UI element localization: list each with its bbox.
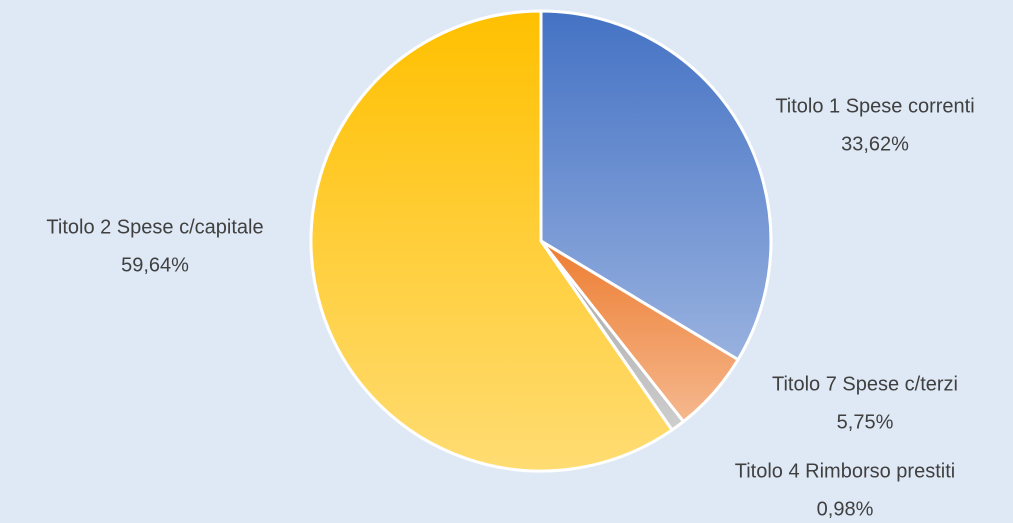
slice-label: Titolo 1 Spese correnti [775, 95, 974, 117]
slice-value-label: 5,75% [837, 411, 894, 433]
slice-label: Titolo 4 Rimborso prestiti [735, 460, 955, 482]
slice-value-label: 0,98% [817, 498, 874, 520]
pie-slice [539, 9, 773, 362]
slice-label: Titolo 2 Spese c/capitale [46, 216, 263, 238]
slice-label: Titolo 7 Spese c/terzi [772, 373, 958, 395]
slice-value-label: 33,62% [841, 133, 909, 155]
slice-value-label: 59,64% [121, 254, 189, 276]
pie-slice [309, 9, 674, 473]
